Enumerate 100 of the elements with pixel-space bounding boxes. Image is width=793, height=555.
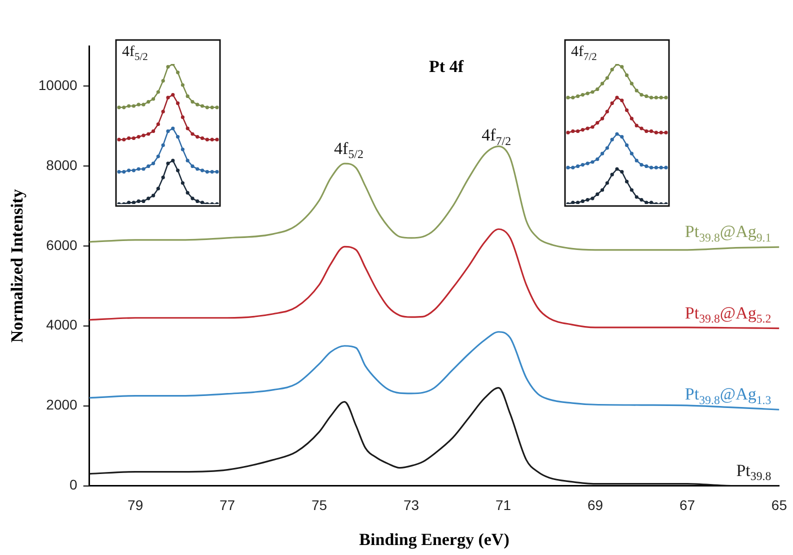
point <box>580 93 584 97</box>
point <box>650 166 654 170</box>
point <box>596 87 600 91</box>
x-tick-label: 65 <box>771 497 788 514</box>
point <box>186 94 190 98</box>
point <box>117 106 121 110</box>
x-tick-label: 77 <box>220 497 236 514</box>
point <box>590 90 594 94</box>
point <box>576 129 580 133</box>
point <box>196 167 200 171</box>
point <box>146 164 150 168</box>
point <box>605 146 609 150</box>
point <box>644 164 648 168</box>
x-tick-label: 75 <box>312 497 328 514</box>
point <box>200 104 204 108</box>
point <box>166 96 170 100</box>
point <box>180 115 184 119</box>
point <box>142 167 146 171</box>
point <box>156 186 160 190</box>
point <box>122 170 126 174</box>
y-tick-label: 6000 <box>46 236 78 253</box>
point <box>166 162 170 166</box>
point <box>127 200 131 204</box>
point <box>590 125 594 129</box>
point <box>152 129 156 133</box>
point <box>576 164 580 168</box>
point <box>166 129 170 133</box>
point <box>122 106 126 110</box>
point <box>180 181 184 185</box>
point <box>586 198 590 202</box>
point <box>571 166 575 170</box>
point <box>171 158 175 162</box>
point <box>605 181 609 185</box>
point <box>215 106 219 110</box>
point <box>634 158 638 162</box>
point <box>640 198 644 202</box>
point <box>600 116 604 120</box>
y-tick-label: 0 <box>70 476 78 493</box>
point <box>161 79 165 83</box>
y-tick-label: 10000 <box>38 76 78 93</box>
point <box>196 102 200 106</box>
point <box>136 167 140 171</box>
point <box>640 126 644 130</box>
point <box>580 163 584 167</box>
point <box>190 100 194 104</box>
point <box>654 166 658 170</box>
point <box>152 97 156 101</box>
point <box>664 130 668 134</box>
point <box>176 70 180 74</box>
point <box>596 192 600 196</box>
point <box>605 110 609 114</box>
point <box>580 199 584 203</box>
point <box>190 132 194 136</box>
point <box>146 132 150 136</box>
point <box>634 88 638 92</box>
point <box>210 106 214 110</box>
point <box>650 96 654 100</box>
y-tick-label: 2000 <box>46 396 78 413</box>
point <box>600 188 604 192</box>
point <box>127 104 131 108</box>
point <box>596 157 600 161</box>
point <box>630 116 634 120</box>
point <box>180 148 184 152</box>
point <box>205 138 209 142</box>
point <box>571 96 575 100</box>
point <box>610 172 614 176</box>
point <box>620 170 624 174</box>
point <box>200 200 204 204</box>
point <box>136 102 140 106</box>
point <box>659 166 663 170</box>
point <box>210 170 214 174</box>
point <box>625 108 629 112</box>
point <box>620 135 624 139</box>
point <box>132 104 136 108</box>
point <box>186 158 190 162</box>
point <box>615 132 619 136</box>
point <box>566 130 570 134</box>
point <box>600 152 604 156</box>
point <box>176 101 180 105</box>
point <box>142 199 146 203</box>
point <box>176 168 180 172</box>
point <box>576 200 580 204</box>
point <box>630 188 634 192</box>
point <box>610 138 614 142</box>
point <box>190 196 194 200</box>
point <box>200 136 204 140</box>
point <box>566 96 570 100</box>
point <box>610 101 614 105</box>
point <box>630 82 634 86</box>
point <box>142 134 146 138</box>
point <box>210 138 214 142</box>
point <box>171 93 175 97</box>
point <box>176 135 180 139</box>
point <box>596 121 600 125</box>
point <box>650 129 654 133</box>
point <box>664 96 668 100</box>
point <box>630 152 634 156</box>
point <box>117 170 121 174</box>
point <box>571 129 575 133</box>
point <box>152 194 156 198</box>
